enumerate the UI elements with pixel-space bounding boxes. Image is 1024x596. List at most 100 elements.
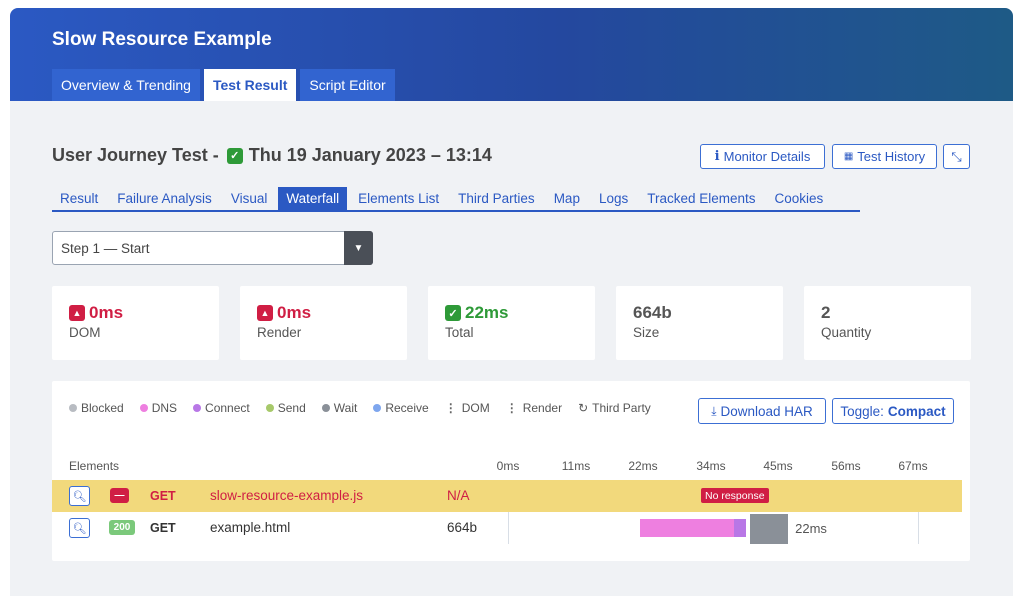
check-icon: ✓ [226,147,243,164]
stat-value: 0ms [277,303,312,322]
subtab-result[interactable]: Result [60,191,99,206]
legend-wait: Wait [321,401,358,415]
legend-third-party: ↻ Third Party [578,401,651,415]
stat-label: Size [633,325,660,340]
toggle-value: Compact [887,403,946,419]
test-date: Thu 19 January 2023 – 13:14 [248,145,492,165]
stat-label: Quantity [821,325,872,340]
warning-icon: ▲ [69,305,85,321]
axis-tick: 11ms [561,459,591,473]
subtab-waterfall[interactable]: Waterfall [278,187,348,210]
toggle-compact-button[interactable]: Toggle: Compact [832,398,954,424]
stat-value: 2 [821,303,831,322]
app-header: Slow Resource Example Overview & Trendin… [10,8,1013,101]
legend-label: Third Party [592,401,651,415]
legend-render: ⋮ Render [506,401,562,415]
render-marker-icon: ⋮ [505,401,518,415]
magnifier-icon: 🔍︎ [72,490,87,503]
waterfall-gridline [508,512,509,544]
legend-label: Connect [205,401,250,415]
resource-name[interactable]: example.html [210,520,291,535]
status-badge: 200 [109,520,135,535]
subtab-cookies[interactable]: Cookies [774,191,824,206]
legend-receive: Receive [373,401,429,415]
monitor-details-button[interactable]: i Monitor Details [700,144,825,169]
stat-value-row: 2 [821,303,830,323]
elements-column-header: Elements [69,459,120,473]
stat-value: 22ms [465,303,509,322]
axis-tick: 45ms [763,459,793,473]
legend-label: Receive [385,401,429,415]
inspect-button[interactable]: 🔍︎ [69,518,90,538]
legend-dns: DNS [139,401,178,415]
test-history-label: Test History [857,149,926,164]
subtab-visual[interactable]: Visual [230,191,268,206]
waterfall-gridline [918,512,919,544]
resource-size: N/A [447,488,470,503]
legend-dot [373,404,382,412]
resource-size: 664b [447,520,478,535]
legend-label: Wait [333,401,358,415]
stat-card-quantity: 2 Quantity [804,286,971,360]
info-icon: i [714,149,720,164]
timing-bar-wait [749,514,789,544]
legend-dom: ⋮ DOM [445,401,490,415]
stat-card-render: ▲ 0ms Render [240,286,407,360]
no-response-badge: No response [701,488,769,503]
refresh-icon: ↻ [578,401,589,415]
legend-dot [69,404,77,412]
legend-dot [139,404,148,412]
legend-connect: Connect [193,401,250,415]
toggle-prefix: Toggle: [840,403,884,419]
waterfall-panel: Blocked DNS Connect Send Wait Receive [52,381,970,561]
expand-button[interactable]: ⤡ [943,144,970,169]
legend-label: Render [522,401,563,415]
legend-dot [321,404,330,412]
request-method: GET [150,489,176,503]
step-select[interactable]: Step 1 — Start ▼ [52,231,373,265]
table-row[interactable]: 🔍︎ 200 GET example.html 664b 22ms [52,512,962,544]
app-frame: Slow Resource Example Overview & Trendin… [10,8,1013,596]
stat-card-total: ✓ 22ms Total [428,286,595,360]
stat-label: Total [445,325,474,340]
timing-total: 22ms [795,521,827,536]
legend-label: Blocked [81,401,124,415]
stat-label: DOM [69,325,101,340]
legend-label: DNS [151,401,178,415]
tab-overview-trending[interactable]: Overview & Trending [52,69,200,101]
table-row[interactable]: 🔍︎ — GET slow-resource-example.js N/A No… [52,480,962,512]
calendar-icon: ▦ [843,151,854,162]
stat-value-row: ▲ 0ms [69,303,123,323]
download-har-button[interactable]: ⤓ Download HAR [698,398,826,424]
step-select-value: Step 1 — Start [61,241,150,256]
axis-tick: 67ms [898,459,928,473]
inspect-button[interactable]: 🔍︎ [69,486,90,506]
legend-send: Send [265,401,306,415]
legend-dot [193,404,202,412]
legend-blocked: Blocked [69,401,124,415]
status-badge: — [110,488,129,503]
timing-bar-dns [639,519,735,537]
subtab-third-parties[interactable]: Third Parties [458,191,535,206]
stat-value-row: 664b [633,303,672,323]
tab-script-editor[interactable]: Script Editor [300,69,395,101]
subtab-map[interactable]: Map [553,191,580,206]
subtab-elements-list[interactable]: Elements List [358,191,440,206]
app-title: Slow Resource Example [52,29,272,50]
page-title: User Journey Test - ✓ Thu 19 January 202… [52,145,492,166]
magnifier-icon: 🔍︎ [72,522,87,535]
axis-tick: 56ms [831,459,861,473]
subtab-failure-analysis[interactable]: Failure Analysis [117,191,212,206]
stat-card-dom: ▲ 0ms DOM [52,286,219,360]
caret-down-icon[interactable]: ▼ [344,231,373,265]
axis-tick: 34ms [696,459,726,473]
test-history-button[interactable]: ▦ Test History [832,144,937,169]
resource-name[interactable]: slow-resource-example.js [210,488,364,503]
timing-bar-connect [734,519,746,537]
subtab-logs[interactable]: Logs [598,191,629,206]
tab-test-result[interactable]: Test Result [203,69,297,101]
subtab-tracked-elements[interactable]: Tracked Elements [647,191,756,206]
main-tabs: Overview & Trending Test Result Script E… [52,69,399,101]
axis-tick: 22ms [628,459,658,473]
download-har-label: Download HAR [720,403,813,419]
